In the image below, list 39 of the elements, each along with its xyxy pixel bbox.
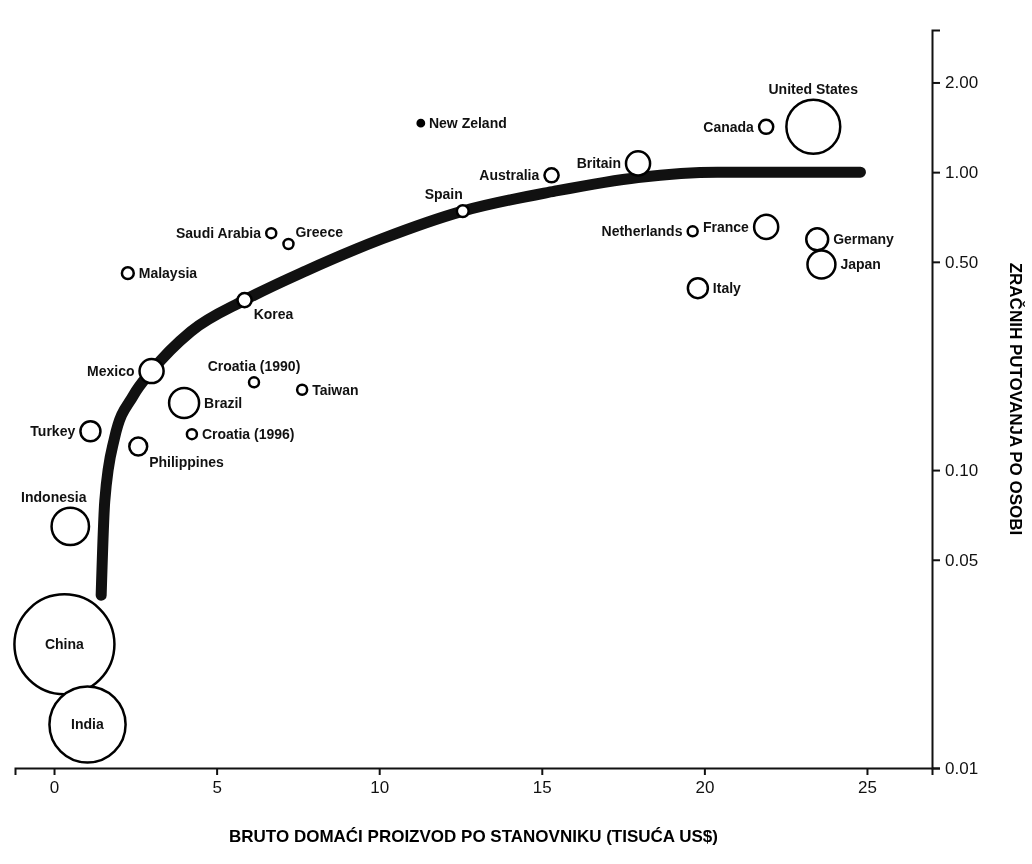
annotation: Mexico xyxy=(87,363,135,380)
annotation: Brazil xyxy=(204,394,243,411)
annotation: Britain xyxy=(576,155,621,172)
annotation: Italy xyxy=(712,280,742,297)
annotation: Australia xyxy=(479,167,540,184)
x-tick-label: 10 xyxy=(370,778,390,798)
x-axis-title: BRUTO DOMAĆI PROIZVOD PO STANOVNIKU (TISUĆA US$) xyxy=(229,827,718,846)
annotation: Netherlands xyxy=(601,223,683,240)
annotation: Japan xyxy=(840,256,881,273)
y-tick-label: 1.00 xyxy=(945,163,979,183)
annotation: France xyxy=(702,218,750,235)
y-tick-label: 0.50 xyxy=(945,252,979,272)
x-tick-label: 25 xyxy=(858,778,877,798)
y-tick-label: 2.00 xyxy=(945,73,979,93)
annotation: Malaysia xyxy=(138,265,198,282)
y-tick-label: 0.10 xyxy=(945,461,979,481)
annotation: Turkey xyxy=(30,423,76,440)
annotation: China xyxy=(44,636,84,653)
annotation: Croatia (1996) xyxy=(201,426,295,443)
annotation: New Zeland xyxy=(428,115,507,132)
annotation: Spain xyxy=(424,186,463,203)
y-tick-label: 0.01 xyxy=(945,758,979,778)
y-axis-title: ZRAČNIH PUTOVANJA PO OSOBI xyxy=(1006,262,1025,536)
x-tick-label: 5 xyxy=(212,778,222,798)
x-tick-label: 15 xyxy=(532,778,552,798)
y-tick-label: 0.05 xyxy=(945,550,979,570)
annotation: Greece xyxy=(295,223,344,240)
annotation: India xyxy=(71,716,104,733)
annotation: Korea xyxy=(253,306,294,323)
annotation: Canada xyxy=(703,118,755,135)
annotation: United States xyxy=(768,80,859,97)
annotation: Philippines xyxy=(149,454,225,471)
annotation: Taiwan xyxy=(312,381,359,398)
x-tick-label: 20 xyxy=(695,778,715,798)
annotation: Croatia (1990) xyxy=(207,358,301,375)
annotation: Saudi Arabia xyxy=(175,225,262,242)
x-tick-label: 0 xyxy=(49,778,60,798)
annotation: Indonesia xyxy=(21,488,87,505)
annotation: Germany xyxy=(833,231,895,248)
